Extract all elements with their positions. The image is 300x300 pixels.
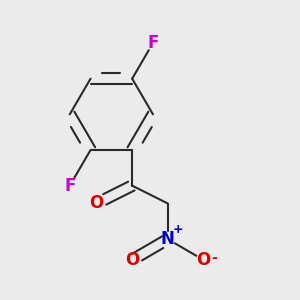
Text: O: O — [89, 194, 103, 212]
Text: F: F — [147, 34, 159, 52]
Text: F: F — [64, 177, 75, 195]
Text: N: N — [161, 230, 175, 248]
Text: O: O — [125, 251, 139, 269]
Text: O: O — [196, 251, 211, 269]
Text: -: - — [211, 250, 217, 265]
Text: +: + — [172, 223, 183, 236]
